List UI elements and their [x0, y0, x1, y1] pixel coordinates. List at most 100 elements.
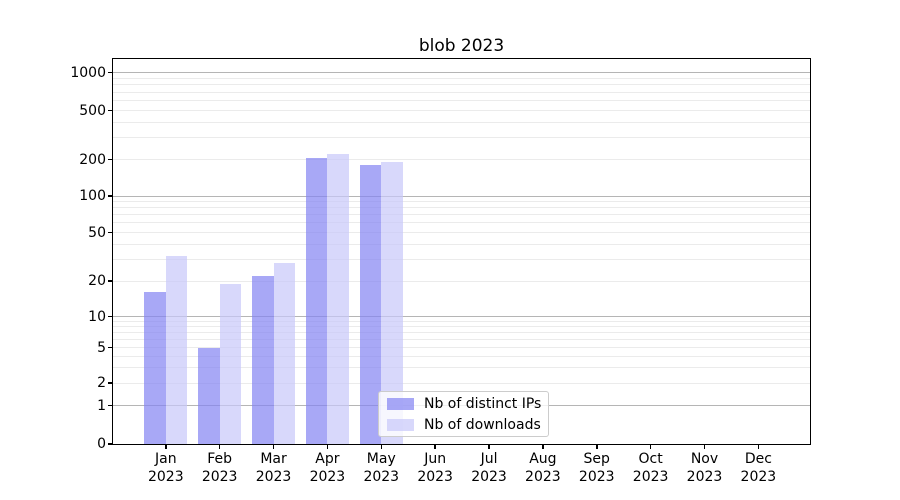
- x-tick-label: Oct 2023: [611, 451, 691, 486]
- gridline-minor: [112, 382, 810, 384]
- gridline-minor: [112, 222, 810, 224]
- x-tick-year: 2023: [686, 468, 723, 485]
- legend: Nb of distinct IPs Nb of downloads: [378, 391, 549, 437]
- x-tick-label: Jun 2023: [395, 451, 475, 486]
- gridline-major: [112, 316, 810, 317]
- x-tick-mark: [326, 444, 329, 449]
- legend-swatch-distinct-ips: [387, 397, 414, 410]
- legend-label-distinct-ips: Nb of distinct IPs: [424, 395, 542, 412]
- x-tick-label: Sep 2023: [557, 451, 637, 486]
- bar-distinct-ips: [359, 165, 382, 444]
- x-tick-year: 2023: [525, 468, 561, 485]
- x-tick-label: Feb 2023: [180, 451, 260, 486]
- x-tick-month: Jan: [155, 451, 177, 467]
- x-tick-year: 2023: [471, 468, 507, 485]
- x-tick-year: 2023: [147, 468, 184, 485]
- gridline-minor: [112, 366, 810, 368]
- gridline-minor: [112, 243, 810, 245]
- x-tick-label: Aug 2023: [503, 451, 583, 486]
- x-tick-month: May: [366, 451, 396, 467]
- gridline-minor: [112, 355, 810, 357]
- bar-downloads: [381, 162, 403, 444]
- y-tick-mark: [107, 443, 113, 445]
- x-tick-month: Sep: [583, 451, 610, 467]
- gridline-minor: [112, 338, 810, 340]
- x-tick-label: Jul 2023: [449, 451, 529, 486]
- y-tick-label: 20: [88, 273, 106, 289]
- x-tick-month: Nov: [690, 451, 719, 467]
- gridline-minor: [112, 347, 810, 348]
- x-tick-year: 2023: [201, 468, 238, 485]
- bar-distinct-ips: [252, 275, 274, 444]
- x-tick-mark: [757, 444, 760, 449]
- x-tick-year: 2023: [363, 468, 400, 485]
- y-tick-label: 0: [97, 436, 106, 452]
- x-tick-year: 2023: [632, 468, 669, 485]
- x-tick-mark: [434, 444, 436, 449]
- gridline-minor: [112, 159, 810, 160]
- gridline-minor: [112, 121, 810, 123]
- x-tick-year: 2023: [417, 468, 453, 485]
- gridline-major: [112, 195, 810, 197]
- gridline-minor: [112, 77, 810, 79]
- x-tick-year: 2023: [740, 468, 777, 485]
- x-tick-mark: [218, 444, 221, 449]
- x-tick-mark: [649, 444, 652, 449]
- x-tick-mark: [542, 444, 544, 449]
- y-tick-mark: [107, 71, 113, 74]
- y-tick-mark: [107, 195, 113, 197]
- bar-downloads: [165, 256, 188, 444]
- gridline-minor: [112, 84, 810, 86]
- gridline-minor: [112, 325, 810, 327]
- y-tick-label: 2: [97, 375, 106, 391]
- x-tick-month: Aug: [529, 451, 557, 467]
- x-tick-month: Jul: [480, 451, 498, 467]
- x-tick-month: Dec: [744, 451, 772, 467]
- y-tick-mark: [107, 315, 113, 318]
- bar-downloads: [219, 283, 242, 444]
- bar-distinct-ips: [305, 158, 328, 444]
- x-tick-label: Dec 2023: [718, 451, 798, 486]
- gridline-minor: [112, 137, 810, 139]
- bar-downloads: [327, 154, 349, 444]
- bar-distinct-ips: [144, 292, 166, 444]
- gridline-minor: [112, 201, 810, 203]
- y-tick-label: 1: [97, 397, 106, 414]
- x-tick-label: Jan 2023: [126, 451, 206, 486]
- y-tick-label: 5: [97, 339, 106, 356]
- x-tick-mark: [703, 444, 706, 449]
- x-tick-year: 2023: [578, 468, 615, 485]
- x-tick-month: Apr: [315, 451, 340, 467]
- gridline-minor: [112, 259, 810, 261]
- gridline-minor: [112, 100, 810, 101]
- gridline-minor: [112, 207, 810, 209]
- gridline-minor: [112, 214, 810, 216]
- y-tick-mark: [107, 109, 113, 112]
- y-tick-label: 100: [79, 188, 106, 204]
- y-tick-mark: [107, 404, 113, 407]
- x-tick-month: Mar: [260, 451, 287, 467]
- gridline-minor: [112, 280, 810, 282]
- y-tick-mark: [107, 231, 113, 234]
- gridline-minor: [112, 320, 810, 322]
- gridline-major: [112, 72, 810, 73]
- x-tick-mark: [596, 444, 598, 449]
- y-tick-mark: [107, 382, 113, 384]
- x-tick-mark: [380, 444, 383, 449]
- x-tick-mark: [488, 444, 490, 449]
- x-tick-month: Jun: [424, 451, 447, 467]
- x-tick-mark: [165, 444, 167, 449]
- x-tick-label: Apr 2023: [287, 451, 367, 486]
- bar-distinct-ips: [198, 347, 220, 444]
- y-tick-label: 200: [79, 151, 106, 168]
- chart-title: blob 2023: [418, 36, 505, 56]
- y-tick-mark: [107, 158, 113, 161]
- x-tick-label: Nov 2023: [665, 451, 745, 486]
- x-tick-month: Feb: [207, 451, 233, 467]
- x-tick-label: May 2023: [341, 451, 421, 486]
- y-tick-label: 10: [88, 308, 106, 325]
- legend-item-distinct-ips: Nb of distinct IPs: [387, 395, 542, 412]
- x-tick-mark: [272, 444, 275, 449]
- x-tick-year: 2023: [255, 468, 292, 485]
